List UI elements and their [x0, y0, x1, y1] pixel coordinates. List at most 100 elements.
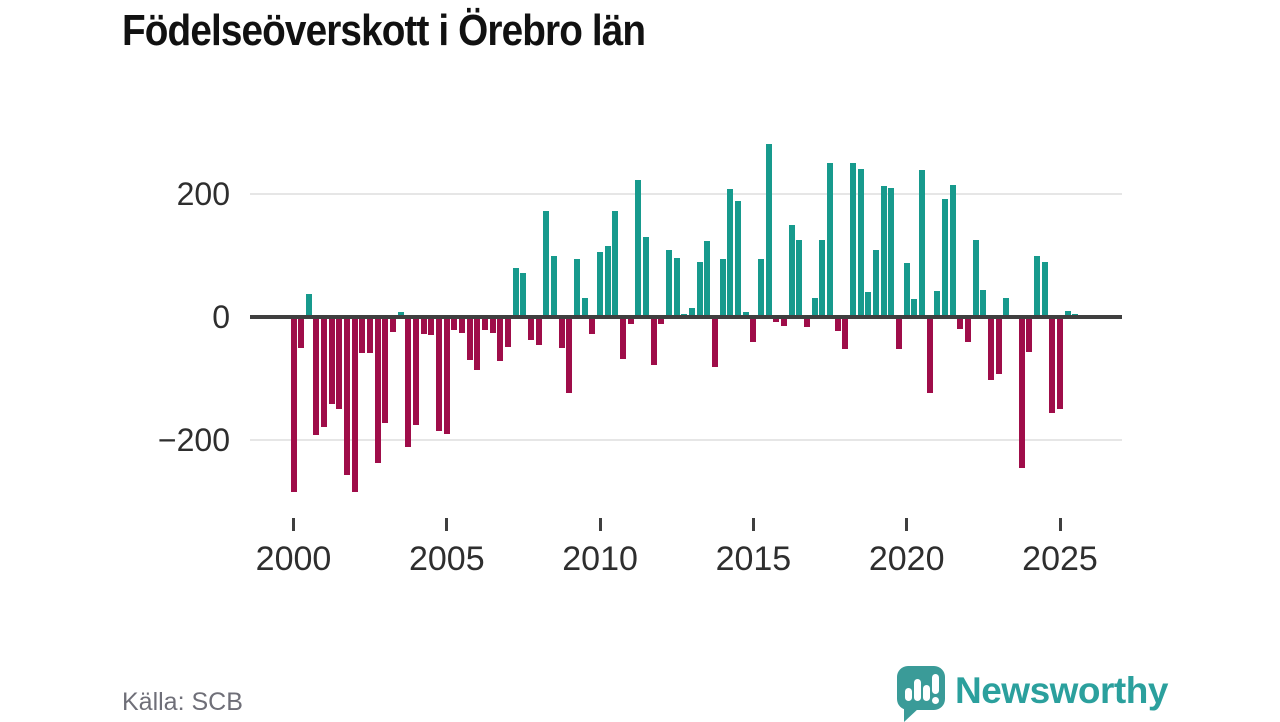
- x-tick-label: 2015: [715, 540, 792, 578]
- bar: [896, 317, 903, 349]
- bar: [888, 188, 895, 317]
- bar: [604, 246, 611, 317]
- bar: [1049, 317, 1056, 413]
- bar: [436, 317, 443, 432]
- logo-bar-icon: [923, 685, 930, 701]
- chart-title: Födelseöverskott i Örebro län: [122, 6, 646, 55]
- bar: [827, 163, 834, 317]
- bar: [612, 210, 619, 317]
- gridline--200: [250, 439, 1122, 441]
- bar: [336, 317, 343, 410]
- newsworthy-bubble-icon: [897, 666, 945, 710]
- bar: [581, 297, 588, 317]
- x-tick-label: 2010: [562, 540, 638, 578]
- bar: [834, 317, 841, 331]
- bar: [965, 317, 972, 343]
- bar: [819, 239, 826, 317]
- x-tick-label: 2025: [1022, 540, 1098, 578]
- bar: [926, 317, 933, 394]
- bar: [351, 317, 358, 493]
- source-caption: Källa: SCB: [122, 688, 243, 716]
- bar: [765, 144, 772, 317]
- bar: [666, 249, 673, 317]
- bar: [566, 317, 573, 394]
- bar: [911, 298, 918, 317]
- bar: [520, 272, 527, 317]
- bar: [489, 317, 496, 333]
- bar: [1057, 317, 1063, 409]
- bar: [321, 317, 328, 428]
- bar: [658, 317, 665, 324]
- bar: [298, 317, 305, 349]
- x-tick-mark: [598, 518, 602, 531]
- logo-bubble-tail: [904, 708, 919, 722]
- bar: [466, 317, 473, 361]
- bar: [850, 162, 857, 317]
- plot-area: [250, 130, 1122, 510]
- x-tick-mark: [905, 518, 909, 531]
- bar: [627, 317, 634, 324]
- y-tick-label: 200: [176, 176, 230, 212]
- bar: [344, 317, 351, 476]
- bar: [1041, 261, 1048, 317]
- bar: [865, 292, 872, 317]
- x-tick-mark: [445, 518, 449, 531]
- bar: [903, 263, 910, 317]
- bar: [773, 317, 780, 322]
- y-axis-labels: 200 0 −200: [0, 0, 230, 720]
- bar: [1003, 297, 1010, 317]
- bar: [313, 317, 320, 436]
- bar: [505, 317, 512, 347]
- bar: [551, 256, 558, 317]
- bar: [589, 317, 596, 334]
- bar: [635, 180, 642, 317]
- bar: [1034, 255, 1040, 317]
- bar: [873, 249, 880, 317]
- bar: [696, 262, 703, 317]
- bar: [443, 317, 450, 434]
- y-tick-label: −200: [157, 422, 230, 458]
- x-tick-mark: [1058, 518, 1062, 531]
- bar: [980, 289, 987, 317]
- bar: [742, 312, 749, 317]
- bar: [972, 239, 979, 317]
- bar: [574, 258, 581, 317]
- bar: [857, 168, 864, 317]
- bar: [750, 317, 757, 342]
- bar: [558, 317, 565, 348]
- bar: [880, 186, 887, 317]
- bar: [735, 201, 742, 317]
- y-tick-label: 0: [212, 299, 230, 335]
- logo-text: Newsworthy: [955, 670, 1168, 711]
- logo-bar-icon: [914, 679, 921, 701]
- bar: [712, 317, 719, 367]
- x-tick-label: 2000: [255, 540, 332, 578]
- bar: [528, 317, 535, 340]
- bar: [1026, 317, 1033, 353]
- bar: [374, 317, 381, 464]
- bar: [459, 317, 466, 333]
- bar: [428, 317, 435, 336]
- bar: [643, 237, 650, 317]
- x-tick-label: 2020: [868, 540, 945, 578]
- bar: [727, 189, 734, 317]
- x-tick-mark: [751, 518, 755, 531]
- logo-exclamation-icon: [932, 674, 939, 694]
- bar: [420, 317, 427, 334]
- bar: [390, 317, 397, 333]
- bar: [804, 317, 811, 328]
- bar: [673, 257, 680, 317]
- newsworthy-logo: Newsworthy: [897, 664, 1168, 722]
- bar: [788, 224, 795, 317]
- bar: [512, 267, 519, 317]
- bar: [413, 317, 420, 425]
- bar: [359, 317, 366, 353]
- zero-axis-line: [250, 315, 1122, 319]
- bar: [942, 198, 949, 317]
- bar: [689, 308, 696, 317]
- bar: [597, 252, 604, 317]
- bar: [543, 210, 550, 317]
- bar: [957, 317, 964, 329]
- gridline-200: [250, 193, 1122, 195]
